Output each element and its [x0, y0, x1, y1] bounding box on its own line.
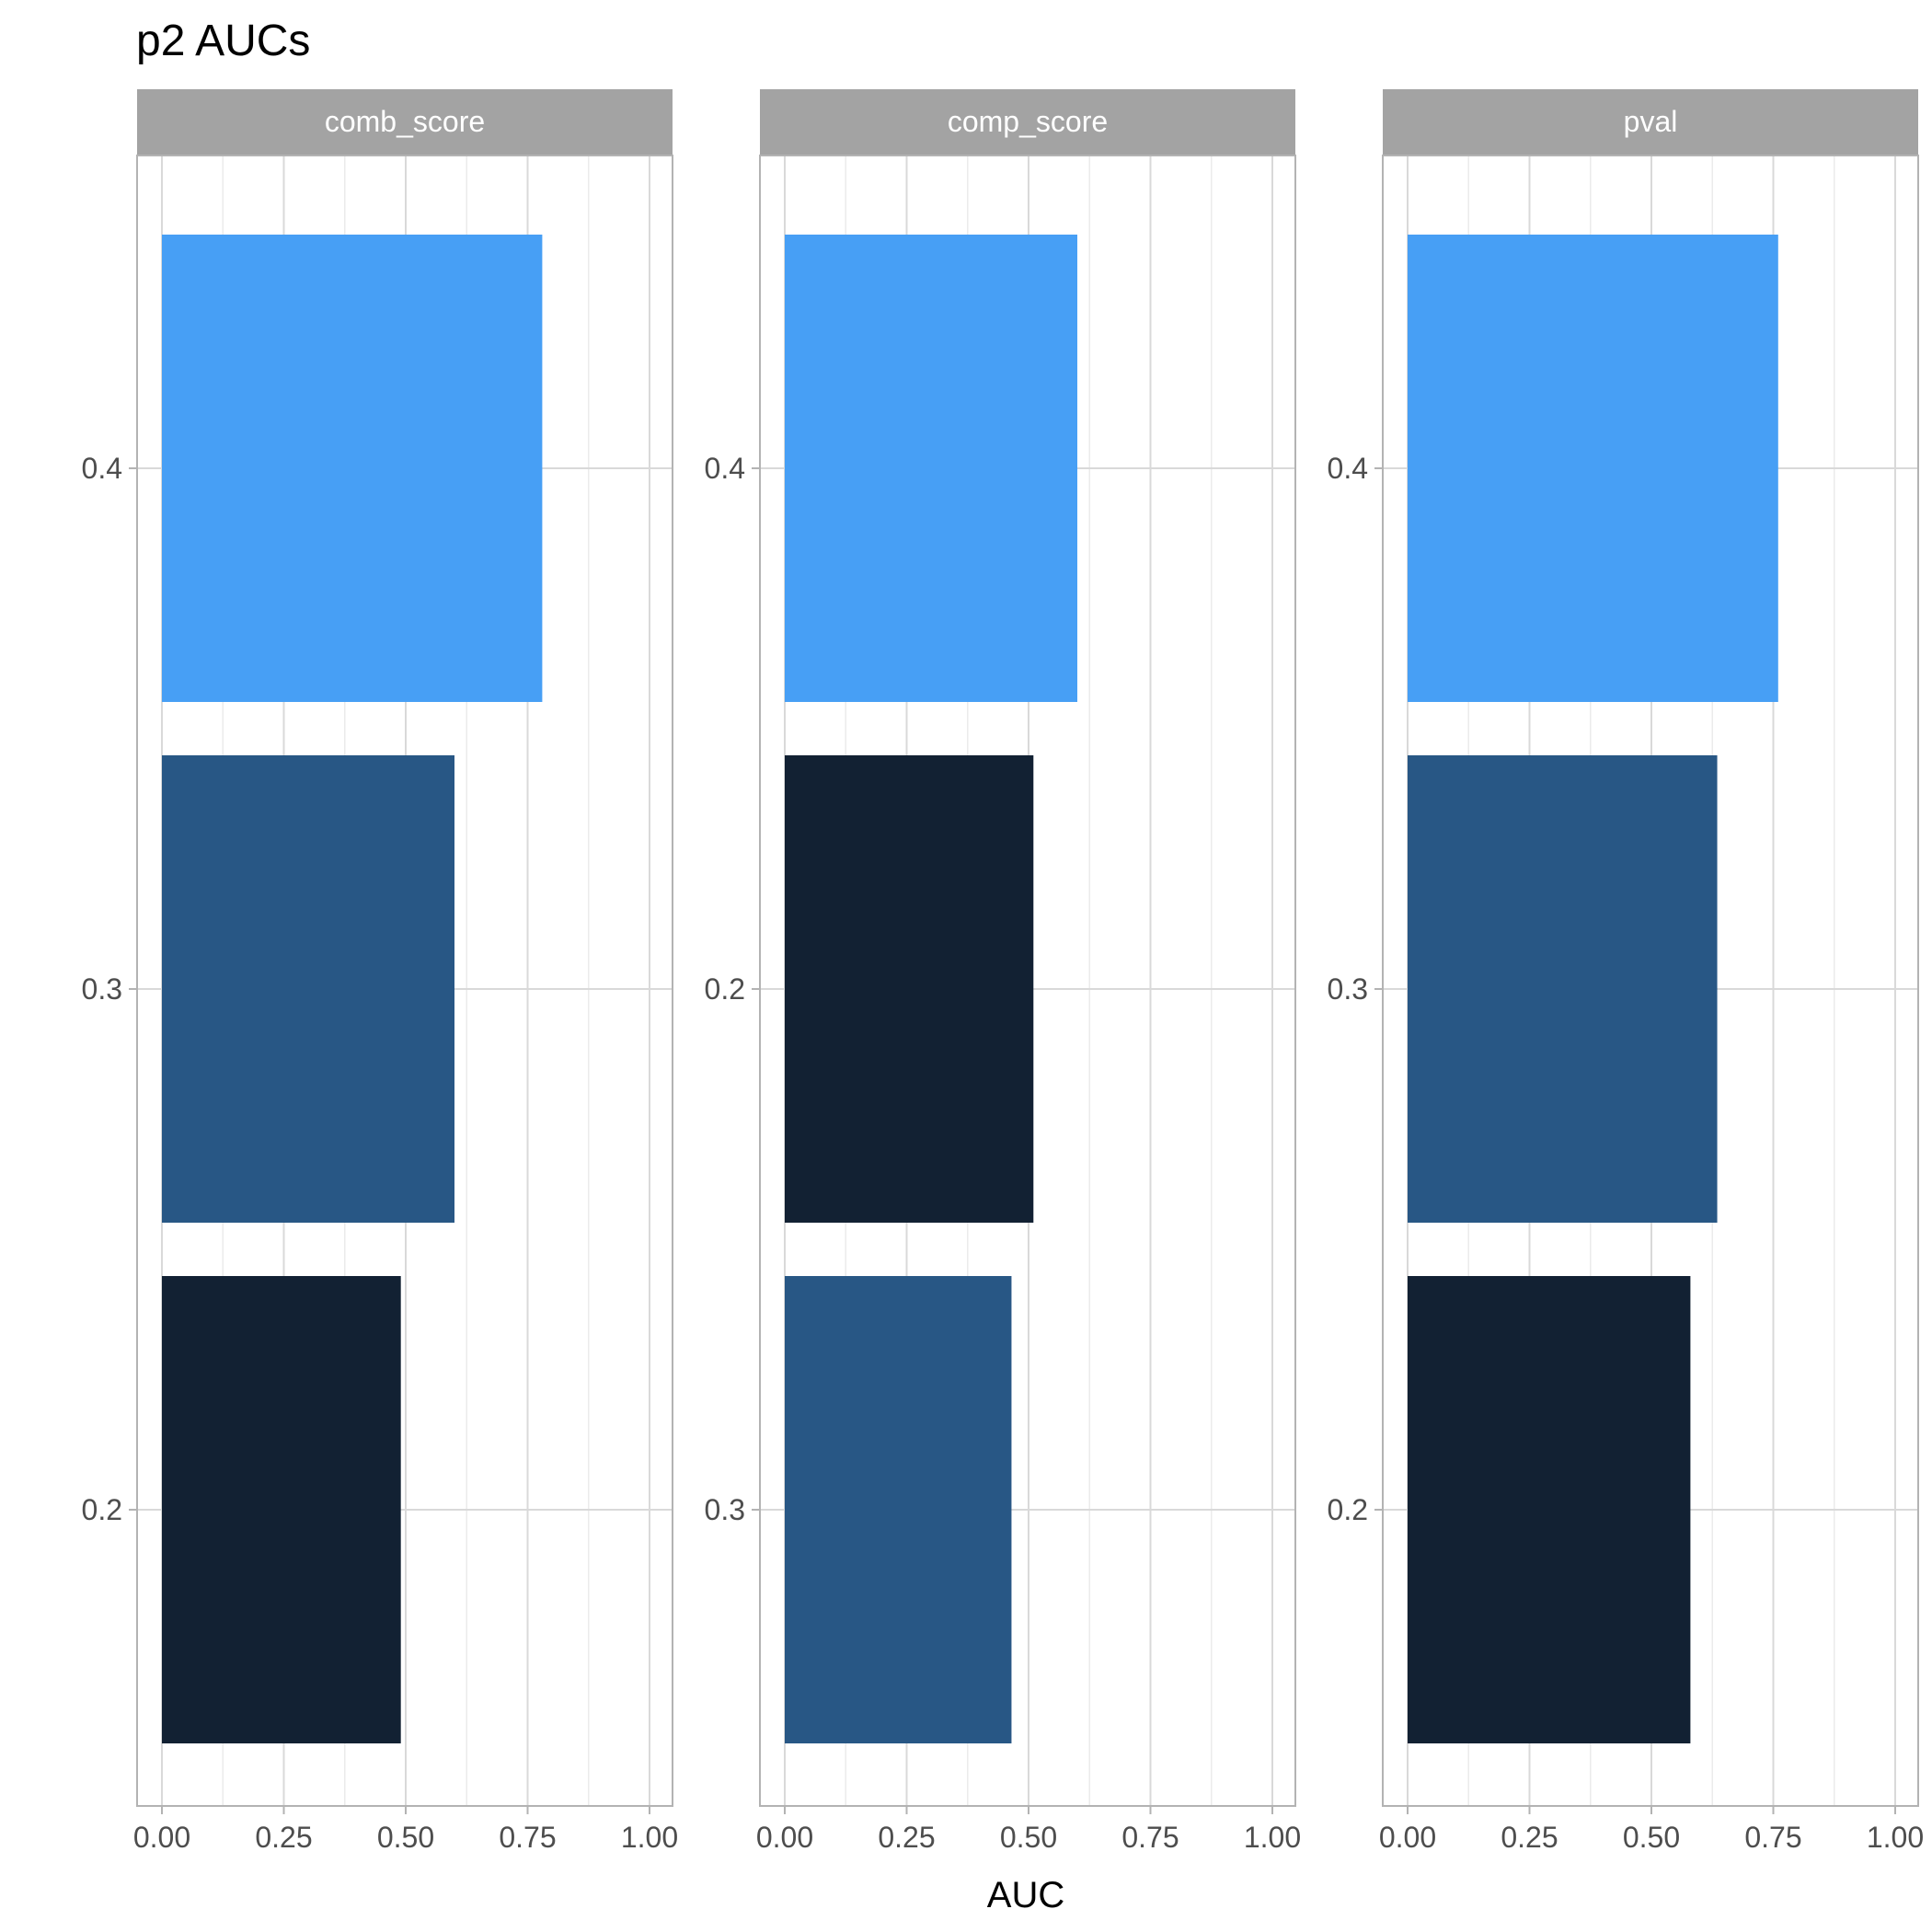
x-tick-label: 0.00 [756, 1821, 813, 1854]
y-tick-label: 0.2 [1328, 1493, 1368, 1526]
facet-strip-label: comp_score [948, 105, 1108, 138]
facet-strip-label: comb_score [325, 105, 485, 138]
x-tick-label: 0.75 [1121, 1821, 1179, 1854]
y-tick-label: 0.4 [1328, 452, 1368, 485]
x-tick-label: 0.50 [377, 1821, 434, 1854]
x-tick-label: 1.00 [1867, 1821, 1924, 1854]
bar-comb_score-1 [162, 755, 454, 1223]
bar-pval-0 [1408, 235, 1778, 702]
bar-comb_score-2 [162, 1276, 401, 1743]
x-tick-label: 0.25 [878, 1821, 935, 1854]
y-tick-label: 0.4 [705, 452, 745, 485]
y-tick-label: 0.3 [705, 1493, 745, 1526]
x-tick-label: 0.75 [499, 1821, 556, 1854]
bar-comp_score-1 [785, 755, 1034, 1223]
x-tick-label: 0.25 [1501, 1821, 1558, 1854]
facet-strip [137, 89, 673, 155]
x-tick-label: 0.75 [1744, 1821, 1801, 1854]
facet-strip-label: pval [1624, 105, 1678, 138]
x-tick-label: 1.00 [621, 1821, 678, 1854]
x-tick-label: 0.50 [1000, 1821, 1057, 1854]
panel-comb_score: comb_score 0.4 0.3 0.2 0.00 0.25 0.50 0.75 1.00 [82, 89, 678, 1854]
y-tick-label: 0.2 [82, 1493, 122, 1526]
x-tick-label: 0.00 [1379, 1821, 1436, 1854]
panel-comp_score: comp_score 0.4 0.2 0.3 0.00 0.25 0.50 0.75 1.00 [705, 89, 1301, 1854]
y-tick-label: 0.3 [82, 972, 122, 1006]
bar-comp_score-2 [785, 1276, 1012, 1743]
y-tick-label: 0.2 [705, 972, 745, 1006]
bar-pval-1 [1408, 755, 1718, 1223]
facet-strip [760, 89, 1295, 155]
y-tick-label: 0.4 [82, 452, 122, 485]
chart-title: p2 AUCs [136, 17, 310, 65]
bar-comp_score-0 [785, 235, 1077, 702]
x-tick-label: 0.00 [133, 1821, 190, 1854]
bar-comb_score-0 [162, 235, 543, 702]
x-tick-label: 0.50 [1623, 1821, 1680, 1854]
y-tick-label: 0.3 [1328, 972, 1368, 1006]
x-axis-title: AUC [987, 1875, 1064, 1915]
bar-pval-2 [1408, 1276, 1691, 1743]
facet-strip [1383, 89, 1918, 155]
x-tick-label: 1.00 [1244, 1821, 1301, 1854]
panel-pval: pval 0.4 0.3 0.2 0.00 0.25 0.50 0.75 1.00 [1328, 89, 1924, 1854]
x-tick-label: 0.25 [255, 1821, 312, 1854]
